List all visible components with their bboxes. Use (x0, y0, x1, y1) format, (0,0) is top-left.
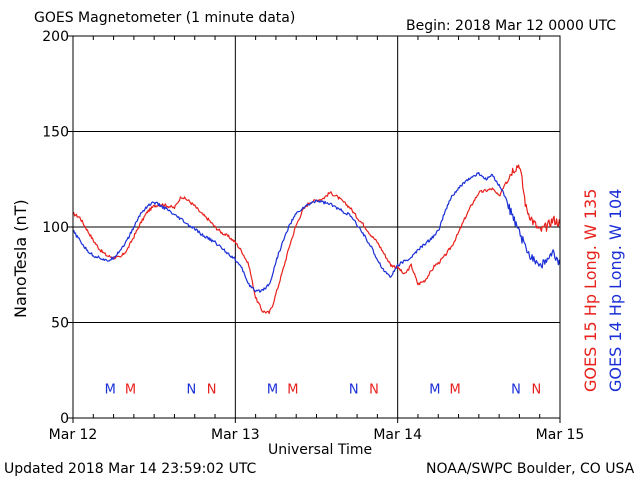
noon-midnight-marker: N (349, 382, 359, 397)
noon-midnight-marker: N (511, 382, 521, 397)
noon-midnight-marker: N (207, 382, 217, 397)
updated-timestamp: Updated 2018 Mar 14 23:59:02 UTC (4, 461, 257, 477)
y-axis-label: NanoTesla (nT) (11, 199, 30, 318)
begin-time: Begin: 2018 Mar 12 0000 UTC (406, 18, 617, 34)
y-tick-label: 50 (51, 316, 69, 332)
y-tick-label: 150 (42, 125, 69, 141)
noon-midnight-marker: M (450, 382, 461, 397)
chart-title: GOES Magnetometer (1 minute data) (34, 10, 296, 26)
y-tick-label: 200 (42, 29, 69, 45)
noon-midnight-marker: M (267, 382, 278, 397)
x-tick-label: Mar 15 (536, 427, 585, 443)
x-tick-label: Mar 13 (211, 427, 260, 443)
plot-frame (72, 35, 561, 419)
series-line-goes15 (72, 164, 561, 315)
x-tick-label: Mar 12 (49, 427, 98, 443)
noon-midnight-marker: M (125, 382, 136, 397)
noon-midnight-marker: M (287, 382, 298, 397)
noon-midnight-marker: N (369, 382, 379, 397)
y-tick-label: 0 (60, 411, 69, 427)
noon-midnight-marker: N (187, 382, 197, 397)
axis-ticks: 0 50 100 150 200 Mar 12 Mar 13 Mar 14 Mar 15 (42, 29, 584, 443)
y-tick-label: 100 (42, 220, 69, 236)
legend-goes15: GOES 15 Hp Long. W 135 (581, 188, 600, 392)
grid-lines (73, 36, 560, 418)
credit-text: NOAA/SWPC Boulder, CO USA (426, 461, 635, 477)
x-tick-label: Mar 14 (373, 427, 422, 443)
noon-midnight-marker: M (105, 382, 116, 397)
noon-midnight-marker: M (429, 382, 440, 397)
series-layer (72, 164, 561, 315)
noon-midnight-marker: N (531, 382, 541, 397)
legend-goes14: GOES 14 Hp Long. W 104 (606, 188, 625, 392)
series-line-goes14 (72, 172, 561, 293)
x-axis-label: Universal Time (268, 442, 373, 458)
